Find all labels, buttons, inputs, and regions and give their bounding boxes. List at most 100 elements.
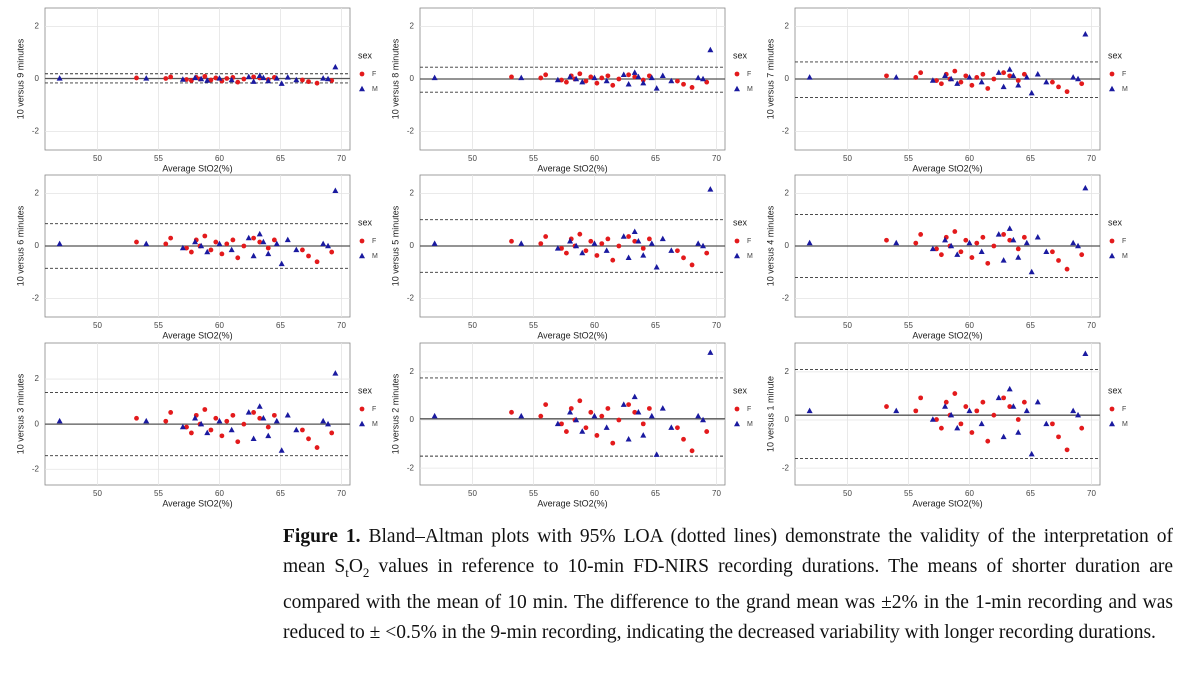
point [1023,239,1030,246]
point [1070,407,1077,414]
legend-label: M [747,421,753,428]
x-axis-label: Average StO2(%) [162,163,232,173]
point [681,436,686,442]
point [626,234,632,239]
point [567,73,574,80]
point [216,240,223,247]
point [966,74,973,80]
x-tick-label: 65 [651,321,660,330]
point [1075,75,1082,82]
point [942,403,949,409]
point [256,72,263,79]
point [163,76,169,81]
point [588,409,594,415]
point [939,252,944,258]
y-tick-label: 2 [410,189,415,198]
legend-label: M [1122,253,1128,260]
legend-label: M [372,253,378,260]
point [1007,237,1013,243]
x-tick-label: 70 [337,154,346,163]
point [202,73,208,79]
x-tick-label: 50 [93,489,102,498]
legend-title: sex [358,50,373,60]
point [653,85,660,91]
point [329,430,335,436]
point [1079,252,1085,258]
point [969,430,975,435]
point [314,445,320,450]
point [631,69,638,75]
x-tick-label: 50 [93,321,102,330]
y-tick-label: 0 [785,415,790,424]
point [1015,417,1021,422]
legend-marker [1109,238,1115,244]
point [250,252,257,259]
point [256,403,263,409]
point [168,410,174,415]
caption-part: t [345,564,349,580]
point [1028,89,1035,96]
point [934,417,939,422]
point [228,246,235,253]
y-tick-label: 0 [35,419,40,428]
y-tick-label: 2 [785,22,790,31]
point [991,243,997,249]
legend-marker [359,420,365,427]
point [260,238,267,245]
y-tick-label: 0 [410,415,415,424]
point [659,235,666,242]
point [659,72,666,79]
point [579,428,586,434]
point [198,75,205,82]
point [273,417,280,424]
point [134,239,139,245]
x-tick-label: 50 [843,154,852,163]
point [1000,433,1007,440]
x-tick-label: 55 [529,154,538,163]
point [241,421,247,427]
point [948,75,955,82]
legend-label: F [747,238,751,245]
legend-marker [359,85,365,92]
point [591,412,598,419]
point [543,234,549,239]
x-tick-label: 65 [276,489,285,498]
point [594,433,600,438]
y-tick-label: -2 [407,294,415,303]
x-tick-label: 50 [468,154,477,163]
legend-marker [359,238,365,244]
point [332,187,339,193]
point [958,249,964,255]
caption-part: values in reference to 10-min FD-NIRS re… [283,556,1173,643]
point [250,78,257,84]
point [257,415,263,421]
point [579,78,586,85]
point [208,77,214,83]
legend-label: F [747,406,751,413]
point [228,426,235,433]
x-axis-label: Average StO2(%) [912,498,982,508]
point [969,82,975,88]
point [216,75,223,81]
point [1006,385,1013,392]
point [559,77,564,83]
point [929,416,936,422]
legend-label: F [747,71,751,78]
point [1015,429,1022,435]
point [1021,399,1027,405]
caption-part: Bland–Altman plots with 95% LOA (dotted … [283,526,1174,577]
plot-area [794,342,1101,486]
point [640,79,647,86]
point [306,79,311,85]
point [1064,89,1070,95]
point [635,73,642,80]
legend-marker [734,406,740,412]
point [1000,257,1007,263]
point [646,236,652,242]
x-tick-label: 60 [215,154,224,163]
point [518,412,525,419]
point [202,233,208,239]
legend-label: F [372,238,376,245]
point [995,231,1002,237]
point [583,425,589,431]
